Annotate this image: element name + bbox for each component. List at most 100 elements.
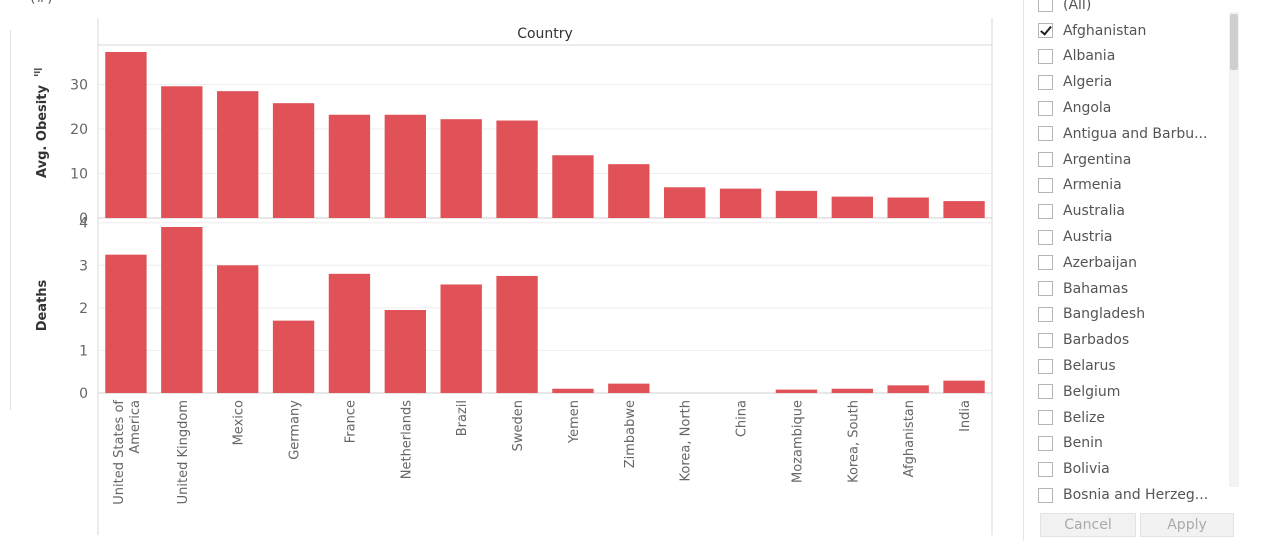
filter-item[interactable]: Austria [1038, 224, 1238, 250]
checkbox[interactable] [1038, 358, 1053, 374]
filter-item[interactable]: Barbados [1038, 327, 1238, 353]
bar [552, 155, 594, 218]
header-fragment: (#) [30, 0, 53, 6]
y-axis-label: Avg. Obesity [35, 85, 50, 178]
bar [105, 52, 147, 218]
bar [719, 188, 762, 218]
filter-item[interactable]: Afghanistan [1038, 18, 1238, 44]
filter-item-label: Belarus [1063, 358, 1116, 375]
country-filter-panel: (All) Afghanistan Albania Algeria Angola Anti… [1023, 0, 1271, 541]
filter-item-label: Antigua and Barbu... [1063, 125, 1208, 142]
x-tick-label: Mozambique [790, 400, 805, 483]
checkbox[interactable] [1038, 281, 1053, 297]
checkbox[interactable] [1038, 410, 1053, 426]
checkbox[interactable] [1038, 126, 1053, 142]
y-tick-label: 30 [70, 77, 88, 93]
filter-item[interactable]: Belarus [1038, 353, 1238, 379]
filter-item-label: Azerbaijan [1063, 254, 1137, 271]
filter-item-label: Australia [1063, 203, 1125, 220]
checkbox[interactable] [1038, 152, 1053, 168]
filter-item[interactable]: (All) [1038, 0, 1238, 18]
filter-item[interactable]: Belgium [1038, 379, 1238, 405]
checkbox[interactable] [1038, 74, 1053, 90]
checkbox[interactable] [1038, 384, 1053, 400]
bar [328, 114, 371, 218]
filter-scroll-thumb[interactable] [1230, 14, 1238, 70]
left-panel-edge [0, 30, 11, 410]
checkbox[interactable] [1038, 487, 1053, 503]
x-tick-label: Sweden [511, 400, 526, 451]
filter-item[interactable]: Albania [1038, 44, 1238, 70]
filter-item-label: Bangladesh [1063, 306, 1146, 323]
checkbox[interactable] [1038, 229, 1053, 245]
filter-item[interactable]: Australia [1038, 198, 1238, 224]
x-tick-label: United States ofAmerica [112, 400, 143, 505]
filter-item[interactable]: Benin [1038, 431, 1238, 457]
y-tick-label: 0 [79, 211, 88, 227]
bar [887, 385, 929, 393]
filter-item-label: Argentina [1063, 151, 1132, 168]
filter-item-label: Austria [1063, 229, 1113, 246]
x-tick-label: Zimbabwe [623, 400, 638, 468]
y-axis-label: Deaths [35, 279, 50, 331]
sort-descending-icon[interactable] [34, 68, 42, 77]
filter-item[interactable]: Bosnia and Herzeg... [1038, 482, 1238, 508]
bar [217, 265, 259, 393]
checkbox[interactable] [1038, 461, 1053, 477]
bar [161, 227, 203, 393]
filter-item[interactable]: Belize [1038, 405, 1238, 431]
x-tick-label: India [958, 400, 973, 432]
bar [105, 254, 147, 393]
checkbox[interactable] [1038, 306, 1053, 322]
filter-item-label: Bahamas [1063, 280, 1129, 297]
filter-item[interactable]: Angola [1038, 95, 1238, 121]
x-tick-label: Netherlands [399, 400, 414, 479]
checkbox[interactable] [1038, 435, 1053, 451]
bar [496, 275, 538, 393]
bar [664, 187, 706, 218]
checkbox[interactable] [1038, 0, 1053, 13]
bar [384, 310, 426, 393]
bar [552, 388, 594, 393]
chart-area: Country 0 10 20 30 Avg. Obesity 0 1 2 3 4 Deaths Uni… [20, 0, 1005, 541]
filter-item[interactable]: Algeria [1038, 69, 1238, 95]
bar [440, 284, 482, 393]
filter-item-label: Bosnia and Herzeg... [1063, 487, 1209, 504]
checkbox[interactable] [1038, 332, 1053, 348]
filter-item-label: Afghanistan [1063, 22, 1147, 39]
y-tick-label: 10 [70, 166, 88, 182]
x-tick-label: China [735, 400, 750, 437]
filter-item-label: (All) [1063, 0, 1092, 13]
x-tick-label: Korea, North [679, 400, 694, 481]
x-tick-label: Germany [288, 400, 303, 460]
cancel-button[interactable]: Cancel [1040, 513, 1136, 537]
y-tick-label: 4 [79, 216, 88, 232]
filter-item[interactable]: Bolivia [1038, 456, 1238, 482]
apply-button[interactable]: Apply [1140, 513, 1234, 537]
checkbox[interactable] [1038, 255, 1053, 271]
filter-item[interactable]: Argentina [1038, 147, 1238, 173]
bar [272, 320, 315, 393]
checkbox[interactable] [1038, 177, 1053, 193]
filter-item[interactable]: Armenia [1038, 173, 1238, 199]
checkbox[interactable] [1038, 48, 1053, 64]
filter-item[interactable]: Bahamas [1038, 276, 1238, 302]
bar [831, 196, 873, 218]
filter-item[interactable]: Antigua and Barbu... [1038, 121, 1238, 147]
checkbox-checked[interactable] [1038, 23, 1053, 39]
bar [775, 389, 818, 393]
filter-item-label: Albania [1063, 48, 1116, 65]
checkbox[interactable] [1038, 203, 1053, 219]
y-tick-label: 3 [79, 258, 88, 274]
filter-item-label: Belize [1063, 409, 1105, 426]
x-tick-label: Mexico [232, 400, 247, 445]
filter-item[interactable]: Azerbaijan [1038, 250, 1238, 276]
filter-scrollbar[interactable] [1229, 12, 1239, 487]
filter-item[interactable]: Bangladesh [1038, 302, 1238, 328]
bar [943, 380, 985, 393]
bar [608, 383, 650, 393]
filter-item-label: Bolivia [1063, 461, 1110, 478]
checkbox[interactable] [1038, 100, 1053, 116]
filter-item-label: Belgium [1063, 383, 1121, 400]
x-tick-label: United Kingdom [176, 400, 191, 504]
